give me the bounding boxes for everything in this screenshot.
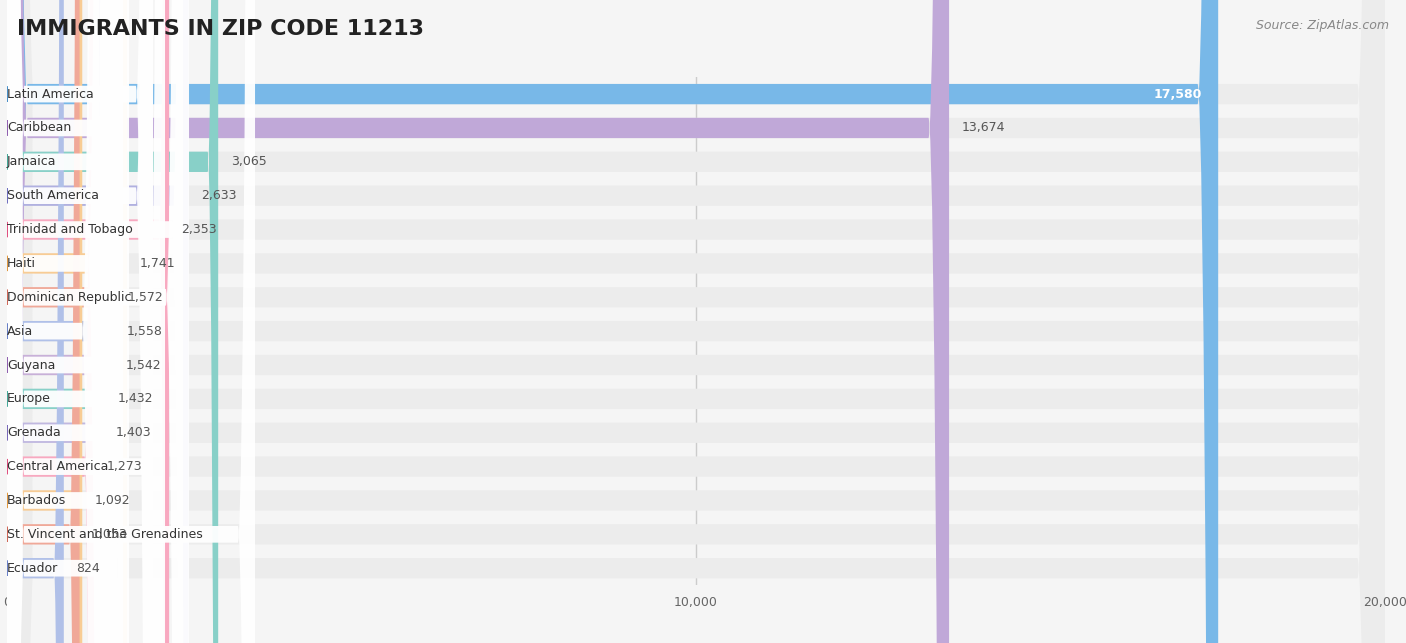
FancyBboxPatch shape	[7, 0, 111, 643]
Text: Barbados: Barbados	[7, 494, 66, 507]
FancyBboxPatch shape	[7, 0, 117, 643]
FancyBboxPatch shape	[7, 0, 153, 643]
Text: Jamaica: Jamaica	[7, 156, 56, 168]
Text: 824: 824	[76, 562, 100, 575]
Text: 1,053: 1,053	[91, 528, 128, 541]
FancyBboxPatch shape	[7, 0, 104, 643]
FancyBboxPatch shape	[7, 0, 169, 643]
FancyBboxPatch shape	[7, 0, 1385, 643]
Text: 1,432: 1,432	[118, 392, 153, 405]
FancyBboxPatch shape	[7, 0, 165, 643]
FancyBboxPatch shape	[7, 0, 1385, 643]
FancyBboxPatch shape	[7, 0, 1218, 643]
Text: Latin America: Latin America	[7, 87, 94, 100]
FancyBboxPatch shape	[7, 0, 117, 643]
Text: 2,353: 2,353	[181, 223, 217, 236]
FancyBboxPatch shape	[7, 0, 117, 643]
FancyBboxPatch shape	[7, 0, 63, 643]
FancyBboxPatch shape	[7, 0, 183, 643]
FancyBboxPatch shape	[7, 0, 1385, 643]
Text: South America: South America	[7, 189, 98, 202]
FancyBboxPatch shape	[7, 0, 1385, 643]
Text: 1,092: 1,092	[94, 494, 131, 507]
FancyBboxPatch shape	[7, 0, 1385, 643]
FancyBboxPatch shape	[7, 0, 83, 643]
Text: Asia: Asia	[7, 325, 34, 338]
FancyBboxPatch shape	[7, 0, 188, 643]
Text: Central America: Central America	[7, 460, 108, 473]
Text: Ecuador: Ecuador	[7, 562, 58, 575]
FancyBboxPatch shape	[7, 0, 188, 643]
FancyBboxPatch shape	[7, 0, 1385, 643]
FancyBboxPatch shape	[7, 0, 1385, 643]
Text: St. Vincent and the Grenadines: St. Vincent and the Grenadines	[7, 528, 202, 541]
FancyBboxPatch shape	[7, 0, 1385, 643]
FancyBboxPatch shape	[7, 0, 1385, 643]
Text: Grenada: Grenada	[7, 426, 60, 439]
Text: 1,558: 1,558	[127, 325, 163, 338]
Text: Europe: Europe	[7, 392, 51, 405]
FancyBboxPatch shape	[7, 0, 94, 643]
FancyBboxPatch shape	[7, 0, 98, 643]
Text: 1,741: 1,741	[139, 257, 174, 270]
FancyBboxPatch shape	[7, 0, 105, 643]
FancyBboxPatch shape	[7, 0, 114, 643]
Text: 2,633: 2,633	[201, 189, 236, 202]
Text: 1,572: 1,572	[128, 291, 163, 303]
FancyBboxPatch shape	[7, 0, 254, 643]
FancyBboxPatch shape	[7, 0, 1385, 643]
FancyBboxPatch shape	[7, 0, 1385, 643]
FancyBboxPatch shape	[7, 0, 80, 643]
Text: IMMIGRANTS IN ZIP CODE 11213: IMMIGRANTS IN ZIP CODE 11213	[17, 19, 423, 39]
Text: Haiti: Haiti	[7, 257, 37, 270]
FancyBboxPatch shape	[7, 0, 105, 643]
Text: 13,674: 13,674	[962, 122, 1005, 134]
FancyBboxPatch shape	[7, 0, 949, 643]
Text: Dominican Republic: Dominican Republic	[7, 291, 132, 303]
FancyBboxPatch shape	[7, 0, 124, 643]
Text: 1,273: 1,273	[107, 460, 143, 473]
FancyBboxPatch shape	[7, 0, 127, 643]
FancyBboxPatch shape	[7, 0, 114, 643]
FancyBboxPatch shape	[7, 0, 115, 643]
FancyBboxPatch shape	[7, 0, 129, 643]
FancyBboxPatch shape	[7, 0, 1385, 643]
FancyBboxPatch shape	[7, 0, 1385, 643]
Text: Trinidad and Tobago: Trinidad and Tobago	[7, 223, 132, 236]
FancyBboxPatch shape	[7, 0, 111, 643]
FancyBboxPatch shape	[7, 0, 153, 643]
FancyBboxPatch shape	[7, 0, 218, 643]
FancyBboxPatch shape	[7, 0, 1385, 643]
Text: 1,542: 1,542	[125, 359, 162, 372]
Text: Source: ZipAtlas.com: Source: ZipAtlas.com	[1256, 19, 1389, 32]
FancyBboxPatch shape	[7, 0, 1385, 643]
Text: Guyana: Guyana	[7, 359, 55, 372]
Text: Caribbean: Caribbean	[7, 122, 72, 134]
Text: 1,403: 1,403	[117, 426, 152, 439]
Text: 3,065: 3,065	[231, 156, 266, 168]
Text: 17,580: 17,580	[1153, 87, 1202, 100]
